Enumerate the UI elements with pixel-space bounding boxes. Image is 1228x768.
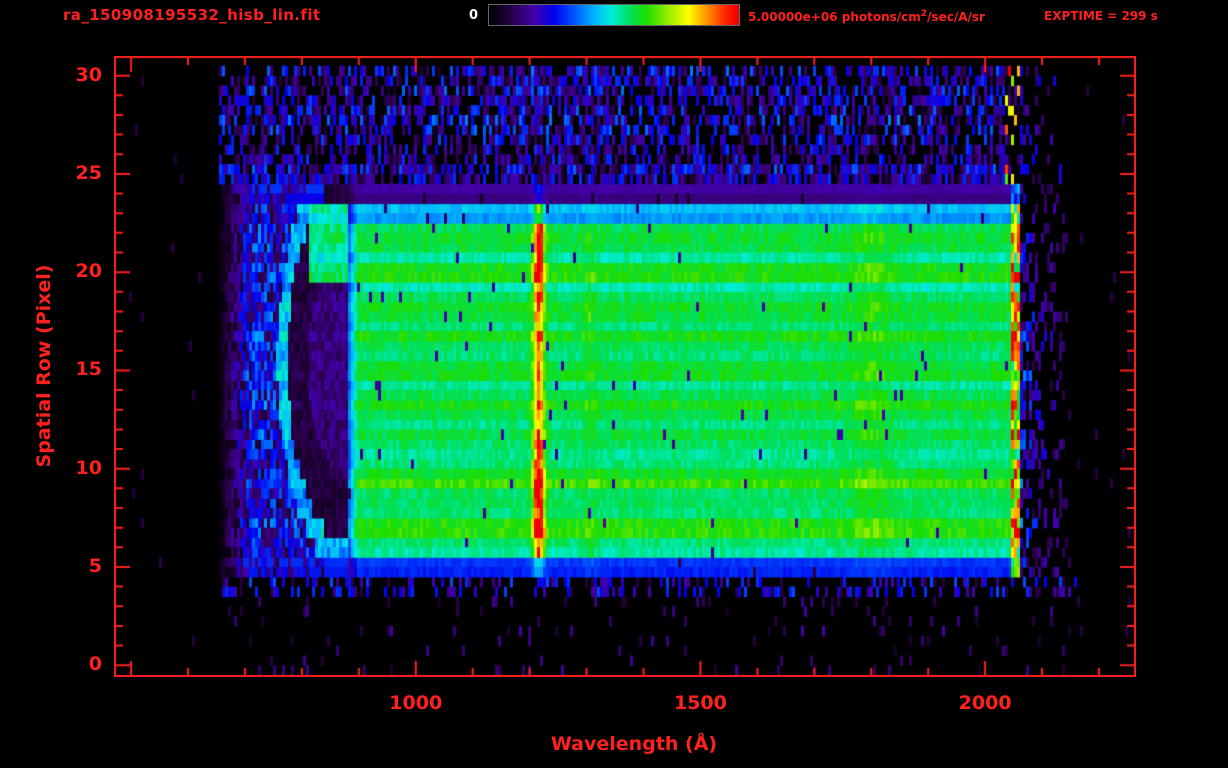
x-axis-title: Wavelength (Å) <box>550 733 718 755</box>
colorbar-max-label: 5.00000e+06 photons/cm2/sec/A/sr <box>748 9 985 24</box>
file-title: ra_150908195532_hisb_lin.fit <box>63 6 321 24</box>
y-tick-label: 30 <box>75 63 102 86</box>
y-tick-label: 5 <box>88 554 102 577</box>
colorbar-max-suffix: /sec/A/sr <box>927 10 985 24</box>
x-tick-label: 2000 <box>958 692 1012 714</box>
y-tick-label: 20 <box>75 260 102 283</box>
x-tick-label: 1000 <box>389 692 443 714</box>
exptime-label: EXPTIME = 299 s <box>1044 9 1158 23</box>
spectrogram-plot <box>114 56 1136 677</box>
colorbar-min-label: 0 <box>468 8 478 23</box>
y-tick-label: 15 <box>75 358 102 381</box>
colorbar <box>488 4 740 26</box>
y-tick-label: 25 <box>75 161 102 184</box>
colorbar-max-superscript: 2 <box>920 9 928 19</box>
colorbar-max-prefix: 5.00000e+06 photons/cm <box>748 10 921 24</box>
x-tick-label: 1500 <box>673 692 727 714</box>
y-tick-label: 10 <box>75 456 102 479</box>
y-tick-label: 0 <box>88 653 102 676</box>
